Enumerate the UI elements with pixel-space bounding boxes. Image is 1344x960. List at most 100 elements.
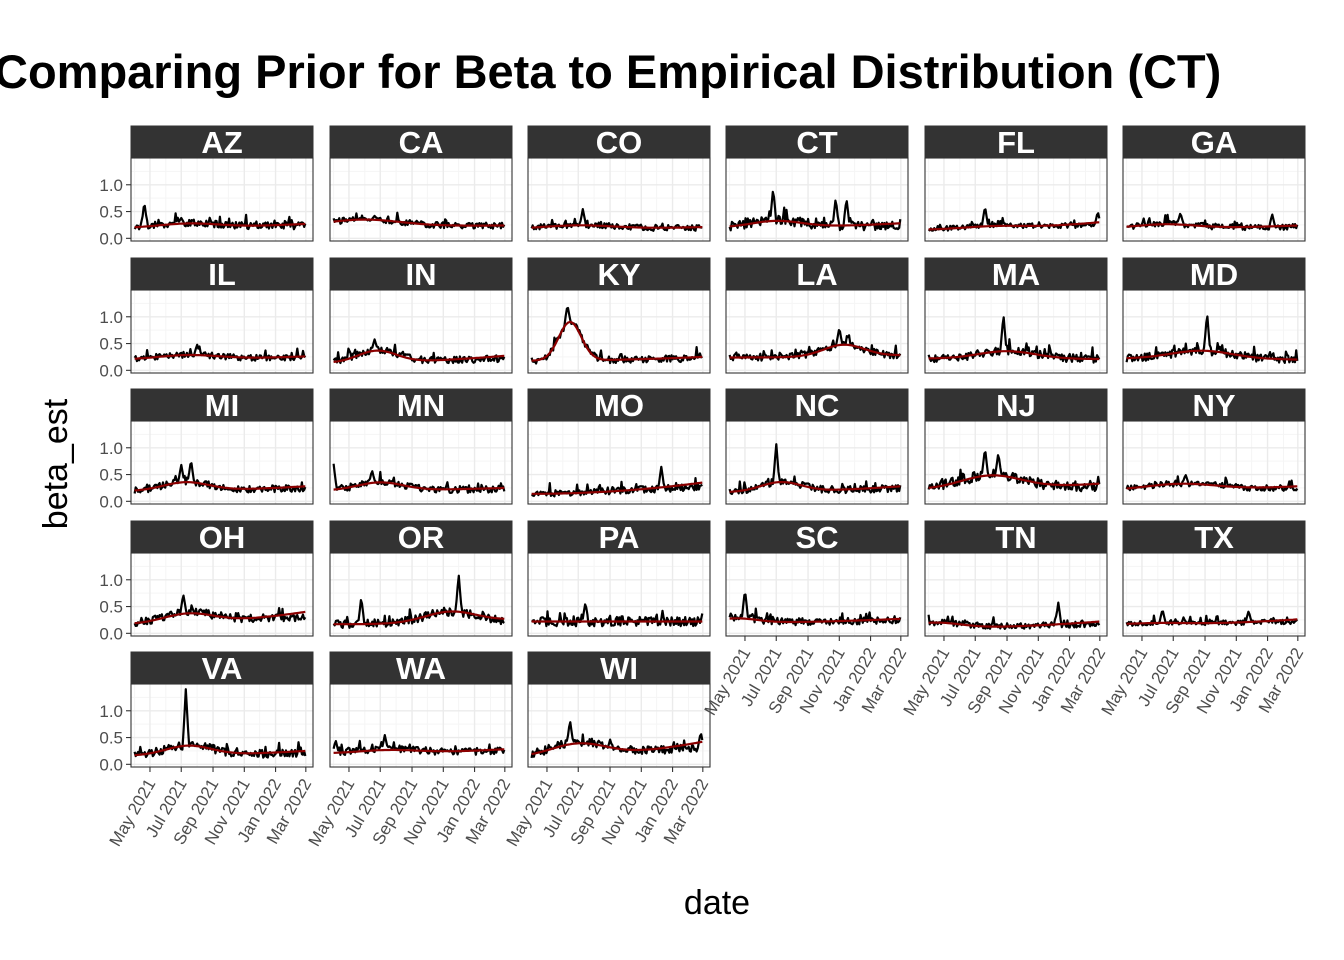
panel-border bbox=[329, 420, 513, 505]
facet-label: PA bbox=[599, 520, 640, 555]
facet-ma: MA bbox=[924, 257, 1108, 374]
facet-strip bbox=[527, 125, 711, 159]
facet-strip bbox=[924, 520, 1108, 554]
empirical-line bbox=[1125, 474, 1299, 492]
facet-label: KY bbox=[597, 257, 640, 292]
y-tick-label: 1.0 bbox=[99, 308, 123, 327]
facet-label: VA bbox=[202, 651, 243, 686]
prior-line bbox=[1126, 482, 1298, 490]
prior-line bbox=[333, 610, 505, 626]
y-tick-label: 1.0 bbox=[99, 439, 123, 458]
prior-line bbox=[134, 481, 306, 492]
panel-border bbox=[725, 157, 909, 242]
panel-border bbox=[329, 289, 513, 374]
prior-line bbox=[729, 343, 901, 359]
facet-label: NJ bbox=[996, 388, 1036, 423]
facet-label: CA bbox=[399, 125, 444, 160]
chart-title: Comparing Prior for Beta to Empirical Di… bbox=[0, 45, 1222, 98]
facet-mi: MI bbox=[130, 388, 314, 505]
panel-border bbox=[924, 289, 1108, 374]
panel-border bbox=[1122, 289, 1306, 374]
facet-strip bbox=[924, 388, 1108, 422]
facet-strip bbox=[1122, 257, 1306, 291]
prior-line bbox=[1126, 223, 1298, 229]
panel-border bbox=[130, 420, 314, 505]
panel-border bbox=[1122, 420, 1306, 505]
facet-label: NY bbox=[1192, 388, 1235, 423]
y-tick-label: 0.0 bbox=[99, 755, 123, 774]
facet-label: MA bbox=[992, 257, 1040, 292]
prior-line bbox=[333, 218, 505, 227]
y-tick-label: 1.0 bbox=[99, 176, 123, 195]
prior-line bbox=[531, 481, 703, 495]
panel-background bbox=[726, 553, 908, 636]
facet-ky: KY bbox=[527, 257, 711, 374]
empirical-line bbox=[332, 733, 506, 757]
facet-ga: GA bbox=[1122, 125, 1306, 242]
facet-strip bbox=[1122, 125, 1306, 159]
y-tick-label: 0.5 bbox=[99, 729, 123, 748]
panel-border bbox=[924, 420, 1108, 505]
empirical-line bbox=[133, 594, 307, 628]
y-tick-label: 0.5 bbox=[99, 466, 123, 485]
facet-label: OR bbox=[398, 520, 445, 555]
facet-label: MD bbox=[1190, 257, 1238, 292]
facet-sc: SC bbox=[725, 520, 909, 637]
prior-line bbox=[729, 481, 901, 493]
facet-label: SC bbox=[795, 520, 838, 555]
facet-wa: WA bbox=[329, 651, 513, 768]
facet-strip bbox=[924, 257, 1108, 291]
prior-line bbox=[928, 474, 1100, 489]
prior-line bbox=[134, 222, 306, 229]
facet-in: IN bbox=[329, 257, 513, 374]
facet-oh: OH bbox=[130, 520, 314, 637]
prior-line bbox=[729, 219, 901, 228]
facet-strip bbox=[725, 257, 909, 291]
facet-strip bbox=[329, 651, 513, 685]
y-tick-label: 0.5 bbox=[99, 335, 123, 354]
panel-border bbox=[1122, 552, 1306, 637]
facet-ca: CA bbox=[329, 125, 513, 242]
prior-line bbox=[1126, 618, 1298, 625]
facet-label: FL bbox=[997, 125, 1035, 160]
facet-label: WA bbox=[396, 651, 446, 686]
y-axes: 0.0 0.5 1.0 0.0 0.5 1.0 0.0 0.5 1.0 0.0 0.5 1.0 0.0 0… bbox=[99, 176, 131, 774]
prior-line bbox=[134, 744, 306, 757]
facet-label: IL bbox=[208, 257, 236, 292]
facet-label: CT bbox=[796, 125, 837, 160]
y-tick-label: 0.0 bbox=[99, 492, 123, 511]
facet-strip bbox=[130, 125, 314, 159]
facet-fl: FL bbox=[924, 125, 1108, 242]
facet-strip bbox=[329, 388, 513, 422]
prior-line bbox=[333, 748, 505, 754]
facet-label: NC bbox=[795, 388, 840, 423]
prior-line bbox=[531, 320, 703, 362]
facet-or: OR bbox=[329, 520, 513, 637]
facet-strip bbox=[130, 651, 314, 685]
facet-strip bbox=[329, 520, 513, 554]
facet-strip bbox=[527, 388, 711, 422]
panel-background bbox=[1123, 158, 1305, 241]
facet-label: TX bbox=[1194, 520, 1234, 555]
prior-line bbox=[333, 481, 505, 491]
facet-label: CO bbox=[596, 125, 643, 160]
facet-label: AZ bbox=[201, 125, 242, 160]
prior-line bbox=[928, 620, 1100, 628]
panel-border bbox=[130, 683, 314, 768]
facet-co: CO bbox=[527, 125, 711, 242]
panel-border bbox=[725, 289, 909, 374]
panel-border bbox=[924, 552, 1108, 637]
panel-border bbox=[527, 157, 711, 242]
panel-background bbox=[131, 158, 313, 241]
facet-strip bbox=[527, 257, 711, 291]
facet-mo: MO bbox=[527, 388, 711, 505]
y-tick-label: 1.0 bbox=[99, 571, 123, 590]
facet-strip bbox=[527, 520, 711, 554]
facet-strip bbox=[725, 520, 909, 554]
prior-line bbox=[729, 617, 901, 624]
prior-line bbox=[928, 350, 1100, 361]
facet-la: LA bbox=[725, 257, 909, 374]
panel-border bbox=[527, 289, 711, 374]
panel-background bbox=[1123, 421, 1305, 504]
panel-border bbox=[130, 289, 314, 374]
